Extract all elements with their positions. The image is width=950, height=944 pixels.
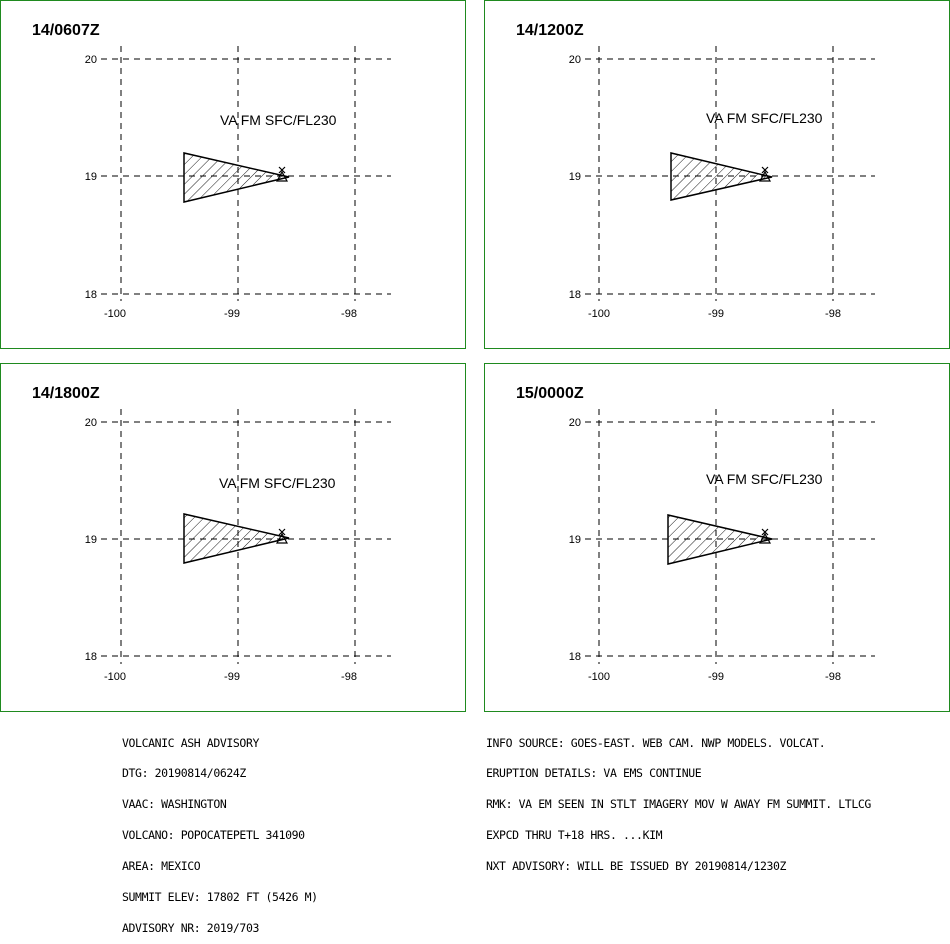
advisory-eruption-details: ERUPTION DETAILS: VA EMS CONTINUE xyxy=(486,766,702,781)
volcano-icon xyxy=(275,528,289,544)
advisory-summit-elev: SUMMIT ELEV: 17802 FT (5426 M) xyxy=(122,890,318,905)
lon-tick-100: -100 xyxy=(104,671,126,683)
panel-valid-time: 15/0000Z xyxy=(516,385,584,402)
lon-tick-100: -100 xyxy=(104,308,126,320)
volcano-icon xyxy=(758,166,772,182)
ash-cloud-area xyxy=(183,513,290,564)
ash-level-label: VA FM SFC/FL230 xyxy=(706,471,823,487)
advisory-dtg: DTG: 20190814/0624Z xyxy=(122,766,246,781)
lat-tick-18: 18 xyxy=(85,651,97,663)
map-panel-1: 14/0607Z VA FM SFC/FL230 20 19 18 -100 -… xyxy=(0,0,466,349)
lat-tick-19: 19 xyxy=(569,534,581,546)
advisory-volcano: VOLCANO: POPOCATEPETL 341090 xyxy=(122,828,305,843)
advisory-number: ADVISORY NR: 2019/703 xyxy=(122,920,259,935)
lon-tick-99: -99 xyxy=(224,308,240,320)
map-panel-4-svg: 15/0000Z VA FM SFC/FL230 20 19 18 -100 -… xyxy=(516,385,875,683)
lon-tick-100: -100 xyxy=(588,671,610,683)
ash-level-label: VA FM SFC/FL230 xyxy=(219,475,336,491)
lon-tick-98: -98 xyxy=(341,308,357,320)
advisory-remarks: RMK: VA EM SEEN IN STLT IMAGERY MOV W AW… xyxy=(486,797,871,812)
map-panel-3: 14/1800Z VA FM SFC/FL230 20 19 18 -100 -… xyxy=(0,363,466,712)
lat-tick-19: 19 xyxy=(569,171,581,183)
advisory-remarks-cont: EXPCD THRU T+18 HRS. ...KIM xyxy=(486,828,663,843)
lat-tick-18: 18 xyxy=(85,289,97,301)
lon-tick-99: -99 xyxy=(224,671,240,683)
lon-tick-99: -99 xyxy=(708,671,724,683)
advisory-area: AREA: MEXICO xyxy=(122,859,201,874)
advisory-vaac: VAAC: WASHINGTON xyxy=(122,797,227,812)
advisory-details-block: INFO SOURCE: GOES-EAST. WEB CAM. NWP MOD… xyxy=(486,717,871,882)
lat-tick-20: 20 xyxy=(85,54,97,66)
ash-cloud-area xyxy=(670,152,773,201)
panel-valid-time: 14/1800Z xyxy=(32,385,100,402)
panel-valid-time: 14/0607Z xyxy=(32,22,100,39)
ash-cloud-area xyxy=(667,514,773,565)
lat-tick-18: 18 xyxy=(569,651,581,663)
lat-tick-20: 20 xyxy=(569,417,581,429)
panel-valid-time: 14/1200Z xyxy=(516,22,584,39)
advisory-header-block: VOLCANIC ASH ADVISORY DTG: 20190814/0624… xyxy=(122,717,318,944)
lat-tick-19: 19 xyxy=(85,171,97,183)
lon-tick-98: -98 xyxy=(825,308,841,320)
advisory-next: NXT ADVISORY: WILL BE ISSUED BY 20190814… xyxy=(486,859,787,874)
map-panel-1-svg: 14/0607Z VA FM SFC/FL230 20 19 18 -100 -… xyxy=(32,22,391,320)
lat-tick-20: 20 xyxy=(569,54,581,66)
ash-level-label: VA FM SFC/FL230 xyxy=(706,110,823,126)
lat-tick-19: 19 xyxy=(85,534,97,546)
map-panel-4: 15/0000Z VA FM SFC/FL230 20 19 18 -100 -… xyxy=(484,363,950,712)
lon-tick-100: -100 xyxy=(588,308,610,320)
lat-tick-18: 18 xyxy=(569,289,581,301)
advisory-title: VOLCANIC ASH ADVISORY xyxy=(122,735,259,750)
ash-level-label: VA FM SFC/FL230 xyxy=(220,112,337,128)
lat-tick-20: 20 xyxy=(85,417,97,429)
volcano-icon xyxy=(275,166,289,182)
ash-cloud-area xyxy=(183,152,290,203)
map-panel-2: 14/1200Z VA FM SFC/FL230 20 19 18 -100 -… xyxy=(484,0,950,349)
map-panel-2-svg: 14/1200Z VA FM SFC/FL230 20 19 18 -100 -… xyxy=(516,22,875,320)
volcano-icon xyxy=(758,528,772,544)
lon-tick-98: -98 xyxy=(341,671,357,683)
lon-tick-98: -98 xyxy=(825,671,841,683)
lon-tick-99: -99 xyxy=(708,308,724,320)
advisory-info-source: INFO SOURCE: GOES-EAST. WEB CAM. NWP MOD… xyxy=(486,735,826,750)
map-panel-3-svg: 14/1800Z VA FM SFC/FL230 20 19 18 -100 -… xyxy=(32,385,391,683)
